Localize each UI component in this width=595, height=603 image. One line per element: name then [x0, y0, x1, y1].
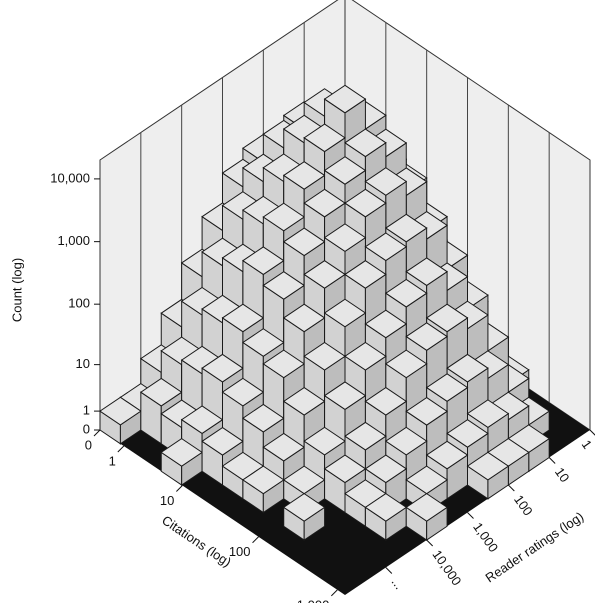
x-tick [93, 429, 101, 437]
bar [405, 492, 448, 541]
z-tick-label: 0 [83, 421, 90, 436]
bar-top-face [405, 396, 448, 426]
x-tick [176, 485, 183, 492]
bar-top-face [139, 377, 183, 407]
bar-top-face [303, 188, 346, 218]
bar-top-face [425, 373, 469, 402]
bar-top-face [405, 322, 448, 351]
bar [282, 492, 326, 541]
bar-top-face [303, 123, 346, 153]
bar-top-face [364, 454, 408, 484]
bar-top-face [160, 437, 203, 467]
bar-top-face [99, 396, 142, 426]
bar-top-face [466, 451, 510, 481]
bar-top-face [446, 419, 489, 448]
y-tick-label: 1,000 [470, 520, 501, 555]
bar-top-face [344, 421, 387, 451]
y-tick-label: 10 [552, 465, 573, 485]
bar-top-face [221, 303, 265, 333]
bar-top-face [282, 161, 326, 190]
bar-top-face [344, 128, 387, 158]
bar-top-face [242, 403, 285, 433]
bar-top-face [242, 246, 285, 276]
bar-top-face [180, 405, 224, 435]
x-tick-label: 100 [229, 544, 251, 559]
bar-top-face [425, 303, 469, 333]
x-axis-label: Citations (log) [159, 512, 234, 569]
bar-top-face [364, 167, 408, 196]
z-tick-label: 10,000 [50, 170, 90, 185]
bar [99, 396, 142, 445]
z-tick-label: 10 [76, 356, 90, 371]
bar-top-face [323, 156, 367, 185]
y-tick [548, 457, 556, 464]
bar-top-face [344, 260, 387, 289]
bar-top-face [405, 492, 448, 522]
bar-top-face [201, 426, 244, 456]
bar-top-face [262, 202, 306, 232]
x-tick [252, 536, 259, 544]
bar-top-face [323, 223, 367, 252]
bar-top-face [446, 353, 489, 383]
bar-top-face [384, 278, 428, 308]
bar-top-face [201, 353, 244, 383]
bar-top-face [242, 465, 285, 495]
bar-top-face [466, 399, 510, 428]
y-tick [507, 484, 515, 492]
y-tick-label: 10,000 [429, 547, 464, 588]
bar-top-face [282, 303, 326, 333]
bar-top-face [262, 349, 306, 379]
bar-top-face [405, 257, 448, 287]
y-tick-label: 1 [579, 437, 595, 452]
y-tick-label: 100 [511, 492, 536, 518]
z-axis-label: Count (log) [9, 258, 24, 322]
z-tick-label: 1 [83, 403, 90, 418]
bar-top-face [303, 260, 346, 289]
x-tick-label: 1,000 [297, 597, 330, 603]
bar-top-face [221, 377, 265, 407]
bar-top-face [282, 227, 326, 257]
y-tick [589, 429, 595, 436]
x-tick [330, 589, 338, 597]
bar-top-face [384, 426, 428, 456]
bar [466, 451, 510, 500]
bar-top-face [323, 84, 367, 114]
bar-top-face [364, 386, 408, 416]
bar-top-face [344, 341, 387, 371]
bar-top-face [282, 492, 326, 522]
bar [364, 492, 408, 541]
bar-top-face [364, 232, 408, 262]
z-tick-label: 1,000 [57, 233, 90, 248]
bar-top-face [323, 454, 367, 484]
bar-top-face [262, 271, 306, 300]
bar-top-face [364, 309, 408, 339]
x-tick-label: 0 [85, 437, 92, 452]
y-tick [467, 512, 474, 519]
x-tick-label: 1 [109, 453, 116, 468]
z-tick-label: 100 [68, 296, 90, 311]
bar-top-face [384, 213, 428, 243]
bar-top-face [262, 432, 306, 462]
bar-top-face [242, 328, 285, 357]
bar [160, 437, 203, 486]
bar-top-face [364, 492, 408, 522]
bar-top-face [323, 298, 367, 328]
x-tick [117, 445, 125, 453]
bar-top-face [303, 426, 346, 456]
bar-top-face [344, 188, 387, 218]
bar-top-face [303, 341, 346, 371]
bar-top-face [425, 440, 469, 470]
y-tick [426, 539, 434, 547]
y-tick [385, 567, 393, 574]
x-tick-label: 10 [160, 493, 174, 508]
bar-top-face [323, 381, 367, 411]
bar-top-face [282, 386, 326, 416]
y-tick-label: ... [389, 575, 408, 592]
bar-top-face [384, 349, 428, 379]
